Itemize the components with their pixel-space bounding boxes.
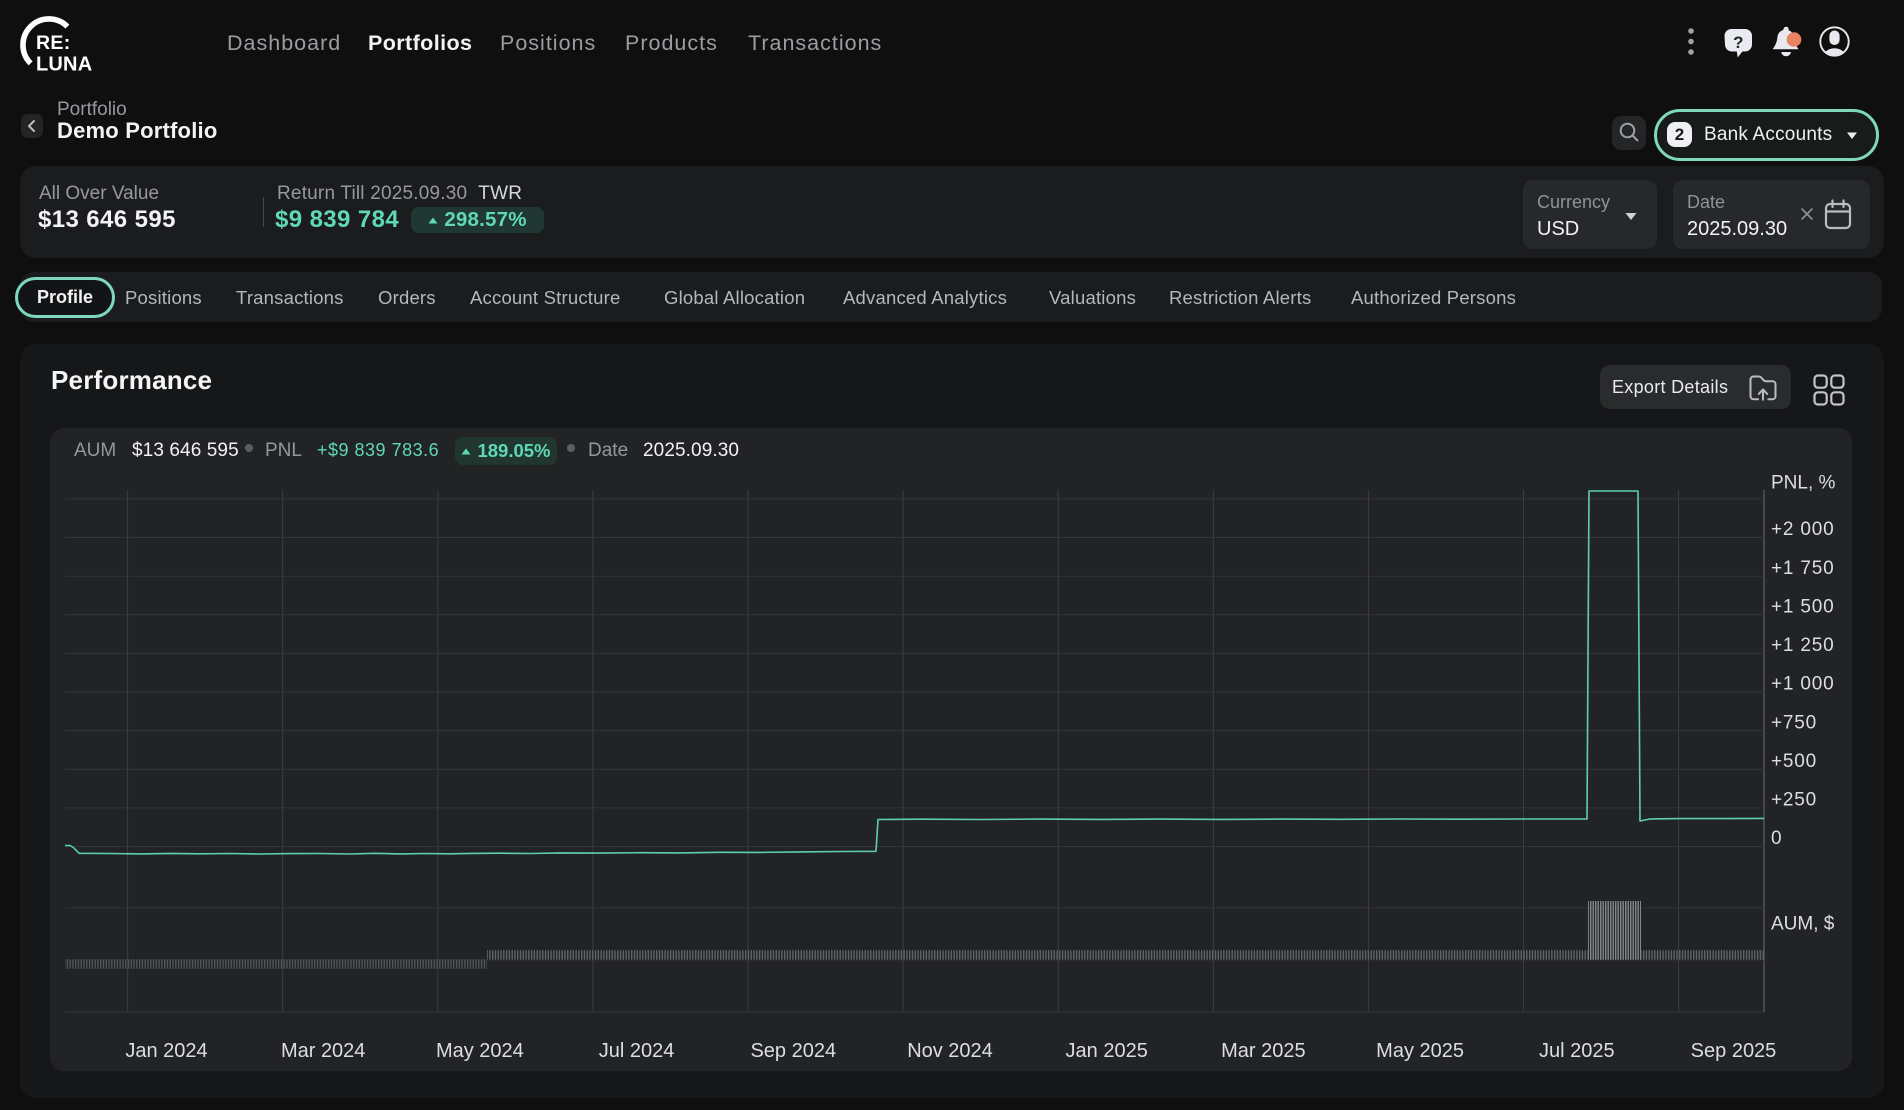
svg-text:0: 0 xyxy=(1771,828,1782,849)
svg-text:+250: +250 xyxy=(1771,790,1817,811)
svg-text:Jul 2024: Jul 2024 xyxy=(599,1040,675,1062)
svg-text:AUM, $: AUM, $ xyxy=(1771,914,1835,935)
svg-text:?: ? xyxy=(1733,33,1743,52)
svg-text:Nov 2024: Nov 2024 xyxy=(907,1040,993,1062)
svg-text:+1 750: +1 750 xyxy=(1771,558,1834,579)
svg-text:LUNA: LUNA xyxy=(36,54,92,76)
svg-text:Sep 2025: Sep 2025 xyxy=(1691,1040,1777,1062)
svg-text:Jan 2024: Jan 2024 xyxy=(125,1040,207,1062)
svg-text:+1 500: +1 500 xyxy=(1771,596,1834,617)
svg-text:Mar 2024: Mar 2024 xyxy=(281,1040,366,1062)
svg-text:+1 000: +1 000 xyxy=(1771,674,1834,695)
svg-text:Mar 2025: Mar 2025 xyxy=(1221,1040,1306,1062)
svg-text:+2 000: +2 000 xyxy=(1771,519,1834,540)
svg-text:+750: +750 xyxy=(1771,712,1817,733)
svg-text:Jan 2025: Jan 2025 xyxy=(1066,1040,1148,1062)
svg-text:Sep 2024: Sep 2024 xyxy=(750,1040,836,1062)
svg-text:RE:: RE: xyxy=(36,32,70,54)
svg-text:May 2025: May 2025 xyxy=(1376,1040,1464,1062)
svg-text:+500: +500 xyxy=(1771,751,1817,772)
svg-text:PNL, %: PNL, % xyxy=(1771,473,1836,494)
svg-text:+1 250: +1 250 xyxy=(1771,635,1834,656)
svg-text:Jul 2025: Jul 2025 xyxy=(1539,1040,1615,1062)
svg-text:May 2024: May 2024 xyxy=(436,1040,524,1062)
